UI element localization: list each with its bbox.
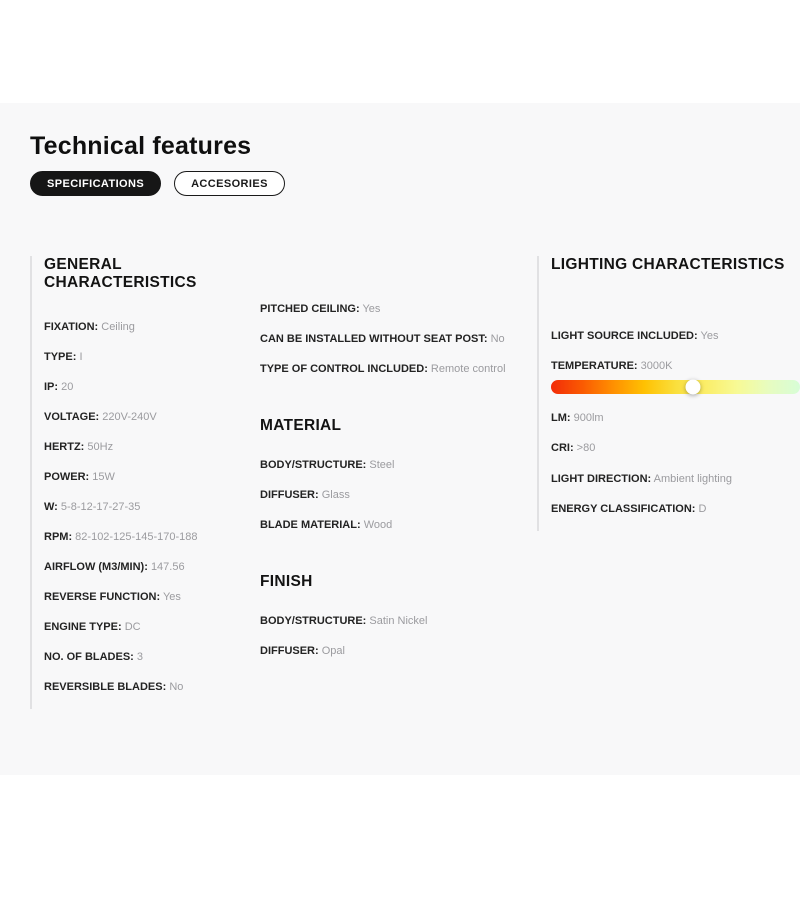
spec-row-control-included: TYPE OF CONTROL INCLUDED: Remote control bbox=[260, 361, 510, 377]
spec-value: DC bbox=[124, 621, 141, 633]
spec-value: 15W bbox=[92, 471, 115, 483]
spec-label: TYPE: bbox=[44, 351, 77, 363]
spec-value: 220V-240V bbox=[102, 411, 157, 423]
spec-value: 5-8-12-17-27-35 bbox=[60, 501, 141, 513]
spec-value: Remote control bbox=[430, 363, 506, 375]
spec-label: LIGHT DIRECTION: bbox=[551, 473, 652, 485]
spec-row-voltage: VOLTAGE: 220V-240V bbox=[44, 409, 260, 425]
spec-value: Ceiling bbox=[101, 321, 135, 333]
spec-value: Satin Nickel bbox=[369, 615, 428, 627]
spec-value: 147.56 bbox=[150, 561, 185, 573]
spec-row-light-direction: LIGHT DIRECTION: Ambient lighting bbox=[551, 471, 800, 487]
temperature-slider-knob[interactable] bbox=[685, 379, 701, 395]
spec-row-rpm: RPM: 82-102-125-145-170-188 bbox=[44, 529, 260, 545]
spec-row-cri: CRI: >80 bbox=[551, 440, 800, 456]
spec-value: I bbox=[79, 351, 83, 363]
spec-value: >80 bbox=[576, 442, 596, 454]
page-title: Technical features bbox=[30, 132, 252, 160]
spec-row-hertz: HERTZ: 50Hz bbox=[44, 439, 260, 455]
spec-value: Yes bbox=[362, 303, 381, 315]
spec-row-lm: LM: 900lm bbox=[551, 410, 800, 426]
spec-row-pitched-ceiling: PITCHED CEILING: Yes bbox=[260, 301, 510, 317]
installation-material-finish-column: PITCHED CEILING: Yes CAN BE INSTALLED WI… bbox=[260, 256, 537, 673]
spec-label: REVERSIBLE BLADES: bbox=[44, 681, 167, 693]
spec-value: Glass bbox=[321, 489, 350, 501]
spec-row-reverse-function: REVERSE FUNCTION: Yes bbox=[44, 589, 260, 605]
spec-label: NO. OF BLADES: bbox=[44, 651, 134, 663]
material-heading: MATERIAL bbox=[260, 417, 342, 434]
spec-value: Yes bbox=[700, 330, 719, 342]
lighting-characteristics-column: LIGHTING CHARACTERISTICS LIGHT SOURCE IN… bbox=[537, 256, 800, 531]
spec-label: CAN BE INSTALLED WITHOUT SEAT POST: bbox=[260, 333, 488, 345]
spec-row-seat-post: CAN BE INSTALLED WITHOUT SEAT POST: No bbox=[260, 331, 510, 347]
spec-value: Steel bbox=[369, 459, 395, 471]
spec-value: Wood bbox=[363, 519, 393, 531]
spec-row-material-diffuser: DIFFUSER: Glass bbox=[260, 487, 510, 503]
spec-label: VOLTAGE: bbox=[44, 411, 100, 423]
spec-row-w: W: 5-8-12-17-27-35 bbox=[44, 499, 260, 515]
spec-value: 3 bbox=[136, 651, 144, 663]
spec-label: BODY/STRUCTURE: bbox=[260, 459, 367, 471]
tab-specifications[interactable]: SPECIFICATIONS bbox=[30, 171, 162, 196]
spec-row-power: POWER: 15W bbox=[44, 469, 260, 485]
spec-label: ENERGY CLASSIFICATION: bbox=[551, 503, 696, 515]
finish-heading: FINISH bbox=[260, 573, 313, 590]
spec-value: 50Hz bbox=[87, 441, 114, 453]
lighting-characteristics-heading: LIGHTING CHARACTERISTICS bbox=[551, 256, 785, 273]
spec-value: Opal bbox=[321, 645, 345, 657]
general-characteristics-heading: GENERAL CHARACTERISTICS bbox=[44, 256, 197, 291]
spec-label: HERTZ: bbox=[44, 441, 85, 453]
spec-row-airflow: AIRFLOW (M3/MIN): 147.56 bbox=[44, 559, 260, 575]
spec-row-finish-body: BODY/STRUCTURE: Satin Nickel bbox=[260, 613, 510, 629]
spec-value: D bbox=[698, 503, 707, 515]
spec-row-engine-type: ENGINE TYPE: DC bbox=[44, 619, 260, 635]
spec-label: TEMPERATURE: bbox=[551, 360, 638, 372]
temperature-gradient-slider bbox=[551, 379, 800, 395]
spec-label: LM: bbox=[551, 412, 571, 424]
spec-label: IP: bbox=[44, 381, 59, 393]
spec-label: RPM: bbox=[44, 531, 73, 543]
spec-label: LIGHT SOURCE INCLUDED: bbox=[551, 330, 698, 342]
spec-label: PITCHED CEILING: bbox=[260, 303, 360, 315]
spec-value: No bbox=[490, 333, 505, 345]
spec-label: DIFFUSER: bbox=[260, 645, 319, 657]
spec-label: BODY/STRUCTURE: bbox=[260, 615, 367, 627]
spec-row-finish-diffuser: DIFFUSER: Opal bbox=[260, 643, 510, 659]
spec-row-light-source: LIGHT SOURCE INCLUDED: Yes bbox=[551, 328, 800, 344]
spec-value: 900lm bbox=[573, 412, 604, 424]
spec-row-type: TYPE: I bbox=[44, 349, 260, 365]
spec-row-no-of-blades: NO. OF BLADES: 3 bbox=[44, 649, 260, 665]
spec-value: Ambient lighting bbox=[653, 473, 732, 485]
spec-label: CRI: bbox=[551, 442, 574, 454]
spec-row-material-body: BODY/STRUCTURE: Steel bbox=[260, 457, 510, 473]
spec-row-fixation: FIXATION: Ceiling bbox=[44, 319, 260, 335]
spec-row-ip: IP: 20 bbox=[44, 379, 260, 395]
spec-label: BLADE MATERIAL: bbox=[260, 519, 361, 531]
spec-row-blade-material: BLADE MATERIAL: Wood bbox=[260, 517, 510, 533]
spec-value: No bbox=[169, 681, 184, 693]
spec-label: DIFFUSER: bbox=[260, 489, 319, 501]
spec-label: TYPE OF CONTROL INCLUDED: bbox=[260, 363, 428, 375]
spec-columns: GENERAL CHARACTERISTICS FIXATION: Ceilin… bbox=[30, 256, 800, 709]
spec-row-reversible-blades: REVERSIBLE BLADES: No bbox=[44, 679, 260, 695]
spec-label: FIXATION: bbox=[44, 321, 99, 333]
spec-label: W: bbox=[44, 501, 58, 513]
spec-value: Yes bbox=[162, 591, 181, 603]
technical-features-section: Technical features SPECIFICATIONS ACCESO… bbox=[0, 103, 800, 775]
spec-value: 3000K bbox=[640, 360, 673, 372]
spec-value: 20 bbox=[61, 381, 74, 393]
tab-bar: SPECIFICATIONS ACCESORIES bbox=[30, 171, 800, 196]
spec-row-energy-classification: ENERGY CLASSIFICATION: D bbox=[551, 501, 800, 517]
general-characteristics-column: GENERAL CHARACTERISTICS FIXATION: Ceilin… bbox=[30, 256, 260, 709]
spec-row-temperature: TEMPERATURE: 3000K bbox=[551, 358, 800, 374]
spec-label: ENGINE TYPE: bbox=[44, 621, 122, 633]
spec-label: AIRFLOW (M3/MIN): bbox=[44, 561, 148, 573]
tab-accesories[interactable]: ACCESORIES bbox=[174, 171, 285, 196]
spec-value: 82-102-125-145-170-188 bbox=[75, 531, 198, 543]
spec-label: REVERSE FUNCTION: bbox=[44, 591, 161, 603]
spacer bbox=[551, 301, 800, 328]
spec-label: POWER: bbox=[44, 471, 90, 483]
